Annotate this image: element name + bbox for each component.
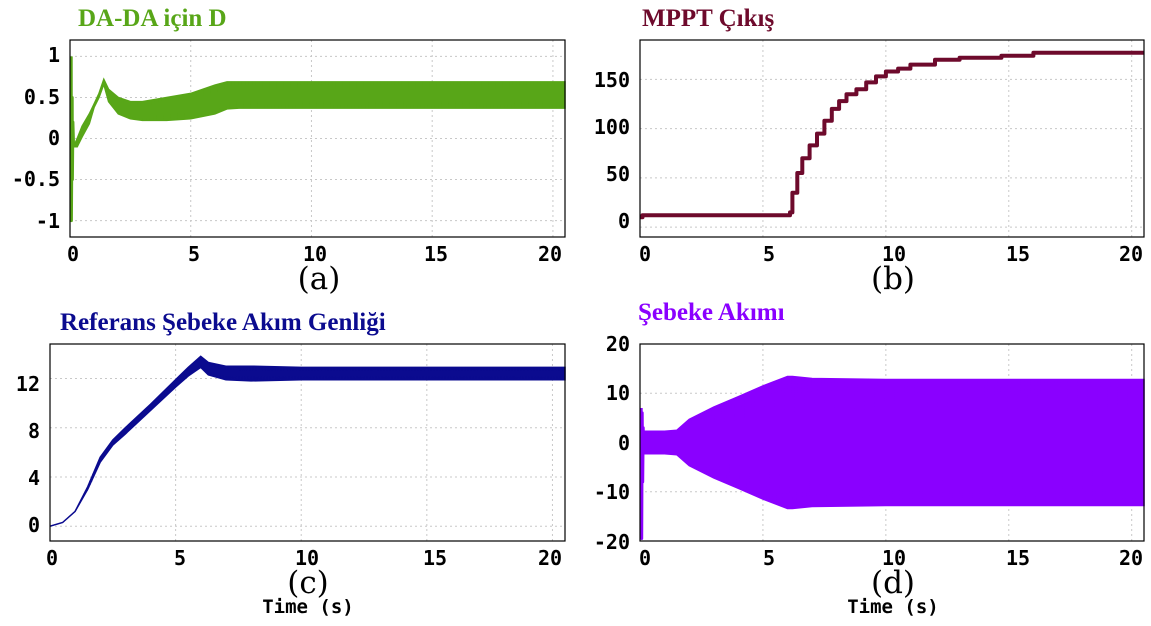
panel-a-ytick: 0: [48, 126, 60, 150]
panel-a-grid: [70, 40, 565, 237]
series-line: [640, 50, 1144, 220]
panel-b-series: [640, 50, 1144, 220]
panel-b-xtick: 0: [639, 242, 651, 266]
panel-b-xtick: 5: [763, 242, 775, 266]
series-line: [69, 56, 76, 223]
panel-a-ytick: -1: [36, 209, 60, 233]
panel-d-ytick: -20: [594, 530, 630, 554]
panel-d-ytick: 10: [606, 381, 630, 405]
panel-c-xtick: 20: [538, 546, 562, 570]
panel-b-label: (b): [871, 261, 915, 297]
panel-a: DA-DA için D 0 5 10 15 20 1 0.5 0 -0.5 -…: [12, 5, 566, 297]
panel-d-x-ticks: 0 5 10 15 20: [639, 546, 1143, 570]
panel-d-y-ticks: 20 10 0 -10 -20: [594, 332, 630, 554]
panel-d-xtick: 15: [1006, 546, 1030, 570]
panel-d: Şebeke Akımı 0 5 10 15 20 20 10 0 -10 -2…: [594, 299, 1145, 618]
panel-d-ytick: 20: [606, 332, 630, 356]
panel-c-title: Referans Şebeke Akım Genliği: [60, 309, 386, 336]
panel-b-xtick: 15: [1006, 242, 1030, 266]
panel-b-xtick: 20: [1119, 242, 1143, 266]
panel-d-xtick: 10: [882, 546, 906, 570]
panel-d-plot-frame: [639, 343, 1145, 542]
panel-c: Referans Şebeke Akım Genliği 0 5 10 15 2…: [16, 309, 566, 618]
panel-c-xtick: 5: [174, 546, 186, 570]
panel-b-grid: [640, 40, 1144, 237]
panel-a-plot-frame: [69, 39, 566, 238]
panel-c-x-ticks: 0 5 10 15 20: [46, 546, 562, 570]
panel-d-title: Şebeke Akımı: [638, 299, 785, 326]
panel-d-series: [639, 375, 1145, 540]
panel-a-xtick: 10: [303, 242, 327, 266]
panel-d-xlabel: Time (s): [847, 596, 939, 618]
panel-b-ytick: 0: [618, 209, 630, 233]
series-oscillation: [643, 376, 1145, 509]
panel-b-xtick: 10: [882, 242, 906, 266]
panel-c-xtick: 0: [46, 546, 58, 570]
panel-b-y-ticks: 150 100 50 0: [594, 68, 630, 233]
panel-b-ytick: 150: [594, 68, 630, 92]
panel-d-label: (d): [871, 565, 915, 601]
panel-a-ytick: 1: [48, 43, 60, 67]
panel-b-x-ticks: 0 5 10 15 20: [639, 242, 1143, 266]
panel-c-xtick: 15: [423, 546, 447, 570]
panel-c-ytick: 4: [28, 466, 40, 490]
panel-a-xtick: 0: [67, 242, 79, 266]
panel-d-ytick: 0: [618, 431, 630, 455]
panel-a-xtick: 5: [188, 242, 200, 266]
panel-d-ytick: -10: [594, 480, 630, 504]
panel-b: MPPT Çıkış 0 5 10 15 20 150 100 50 0 (b): [594, 5, 1145, 297]
series-oscillation: [49, 356, 566, 527]
panel-c-series: [49, 355, 566, 527]
panel-c-plot-frame: [49, 343, 566, 542]
panel-b-plot-frame: [639, 39, 1145, 238]
panel-c-grid: [50, 344, 565, 541]
panel-c-y-ticks: 12 8 4 0: [16, 372, 40, 537]
panel-c-ytick: 8: [28, 419, 40, 443]
panel-d-xtick: 0: [639, 546, 651, 570]
series-line: [639, 407, 646, 540]
panel-b-ytick: 100: [594, 115, 630, 139]
panel-a-title: DA-DA için D: [78, 5, 227, 32]
panel-a-ytick: 0.5: [24, 85, 60, 109]
series-envelope: [49, 355, 566, 527]
panel-b-title: MPPT Çıkış: [642, 5, 774, 32]
panel-a-x-ticks: 0 5 10 15 20: [67, 242, 562, 266]
panel-c-ytick: 0: [28, 513, 40, 537]
panel-c-ytick: 12: [16, 372, 40, 396]
panel-d-xtick: 20: [1119, 546, 1143, 570]
panel-a-y-ticks: 1 0.5 0 -0.5 -1: [12, 43, 60, 233]
panel-a-xtick: 15: [424, 242, 448, 266]
panel-a-xtick: 20: [538, 242, 562, 266]
series-oscillation: [73, 80, 566, 148]
panel-c-xtick: 10: [295, 546, 319, 570]
panel-a-ytick: -0.5: [12, 167, 60, 191]
panel-c-xlabel: Time (s): [262, 596, 354, 618]
panel-b-ytick: 50: [606, 162, 630, 186]
panel-a-label: (a): [298, 261, 341, 297]
panel-d-xtick: 5: [763, 546, 775, 570]
panel-c-label: (c): [287, 565, 329, 601]
